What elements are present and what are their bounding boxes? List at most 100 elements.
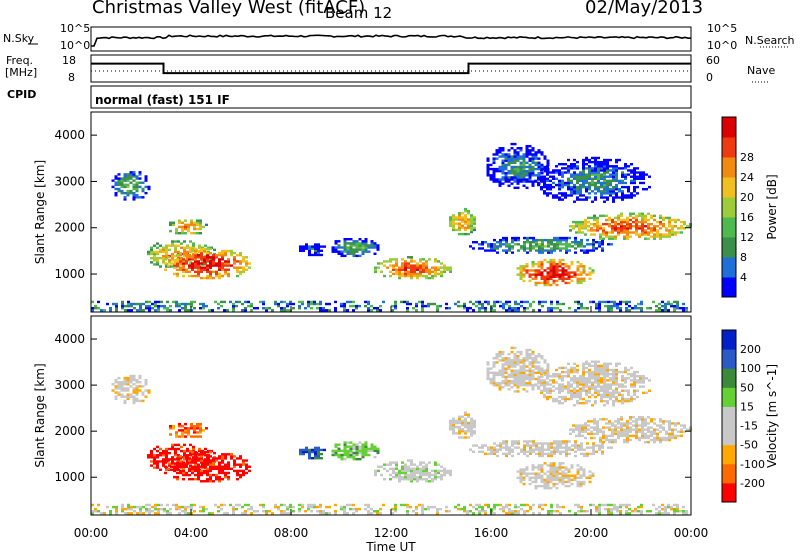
velocity-cell bbox=[135, 389, 139, 392]
velocity-cell bbox=[436, 507, 439, 511]
velocity-cell bbox=[215, 457, 218, 460]
velocity-cell bbox=[194, 461, 197, 464]
power-cell bbox=[511, 251, 514, 254]
velocity-cell bbox=[121, 503, 124, 507]
velocity-cell bbox=[617, 436, 620, 440]
power-cell bbox=[594, 185, 597, 189]
power-cell bbox=[544, 238, 547, 242]
power-cell bbox=[603, 167, 606, 170]
velocity-cell bbox=[595, 505, 598, 509]
power-cell bbox=[178, 221, 181, 224]
velocity-cell bbox=[659, 438, 662, 442]
power-cell bbox=[535, 243, 538, 246]
velocity-cell bbox=[452, 425, 455, 429]
power-cell bbox=[519, 147, 523, 150]
power-cell bbox=[236, 274, 239, 278]
power-cell bbox=[311, 247, 314, 250]
velocity-cell bbox=[520, 450, 523, 453]
velocity-cell bbox=[145, 503, 148, 507]
power-cell bbox=[588, 167, 591, 170]
velocity-cell bbox=[635, 426, 638, 429]
velocity-cell bbox=[612, 375, 615, 378]
velocity-cell bbox=[175, 433, 178, 436]
velocity-cell bbox=[529, 505, 532, 509]
power-cell bbox=[123, 179, 127, 182]
velocity-cell bbox=[464, 432, 467, 435]
velocity-cell bbox=[150, 456, 153, 459]
power-cell bbox=[245, 264, 248, 267]
velocity-cell bbox=[596, 426, 599, 429]
velocity-cell bbox=[615, 362, 618, 365]
velocity-cell bbox=[215, 477, 218, 481]
power-cell bbox=[132, 196, 136, 199]
velocity-cell bbox=[138, 374, 142, 378]
power-cell bbox=[358, 244, 362, 247]
power-cell bbox=[552, 273, 556, 276]
velocity-cell bbox=[553, 452, 556, 456]
velocity-cell bbox=[659, 424, 662, 427]
power-cell bbox=[513, 176, 517, 179]
power-cell bbox=[559, 247, 562, 250]
velocity-cell bbox=[576, 383, 579, 386]
velocity-cell bbox=[633, 391, 636, 395]
velocity-cell bbox=[606, 395, 609, 399]
power-cell bbox=[507, 180, 511, 183]
velocity-cell bbox=[349, 503, 352, 507]
velocity-cell bbox=[562, 450, 565, 453]
power-cell bbox=[277, 302, 280, 306]
velocity-cell bbox=[635, 432, 638, 436]
velocity-cell bbox=[313, 505, 316, 509]
power-cell bbox=[686, 225, 689, 228]
power-cell bbox=[661, 304, 664, 308]
velocity-cell bbox=[540, 470, 544, 473]
power-cell bbox=[126, 183, 130, 187]
power-cell bbox=[553, 247, 556, 250]
velocity-cell bbox=[585, 370, 588, 374]
power-cell bbox=[458, 222, 461, 225]
power-cell bbox=[597, 173, 600, 176]
velocity-cell bbox=[625, 505, 628, 509]
velocity-cell bbox=[239, 473, 242, 477]
power-cell bbox=[526, 236, 529, 240]
velocity-cell bbox=[190, 422, 193, 426]
velocity-cell bbox=[130, 512, 133, 515]
velocity-cell bbox=[188, 459, 191, 462]
velocity-cell bbox=[575, 424, 578, 427]
velocity-cell bbox=[499, 503, 502, 507]
velocity-cell bbox=[203, 469, 206, 473]
velocity-cell bbox=[486, 367, 490, 370]
power-cell bbox=[558, 163, 561, 166]
power-cell bbox=[209, 256, 212, 259]
power-cell bbox=[492, 157, 496, 160]
power-cell bbox=[346, 242, 350, 245]
power-cell bbox=[182, 270, 185, 274]
power-cell bbox=[597, 171, 600, 174]
velocity-cell bbox=[507, 388, 511, 391]
velocity-cell bbox=[647, 434, 650, 438]
power-cell bbox=[602, 222, 605, 226]
power-cell bbox=[241, 302, 244, 306]
velocity-cell bbox=[633, 372, 636, 376]
velocity-cell bbox=[188, 461, 191, 464]
power-cell bbox=[364, 300, 367, 304]
power-cell bbox=[595, 241, 598, 244]
velocity-cell bbox=[253, 510, 256, 513]
velocity-cell bbox=[510, 363, 514, 366]
power-cell bbox=[626, 229, 629, 232]
velocity-cell bbox=[588, 470, 592, 473]
velocity-cell bbox=[558, 464, 562, 467]
velocity-cell bbox=[552, 476, 556, 480]
velocity-cell bbox=[540, 357, 544, 360]
power-cell bbox=[516, 180, 520, 183]
power-cell bbox=[544, 249, 547, 252]
velocity-cell bbox=[236, 473, 239, 477]
power-cell bbox=[510, 172, 514, 175]
velocity-cell bbox=[534, 384, 538, 387]
velocity-cell bbox=[582, 381, 585, 384]
power-cell bbox=[638, 214, 641, 218]
power-cell bbox=[532, 236, 535, 240]
power-cell bbox=[508, 247, 511, 250]
velocity-cell bbox=[546, 470, 550, 473]
power-cell bbox=[538, 300, 541, 304]
power-cell bbox=[606, 179, 609, 183]
